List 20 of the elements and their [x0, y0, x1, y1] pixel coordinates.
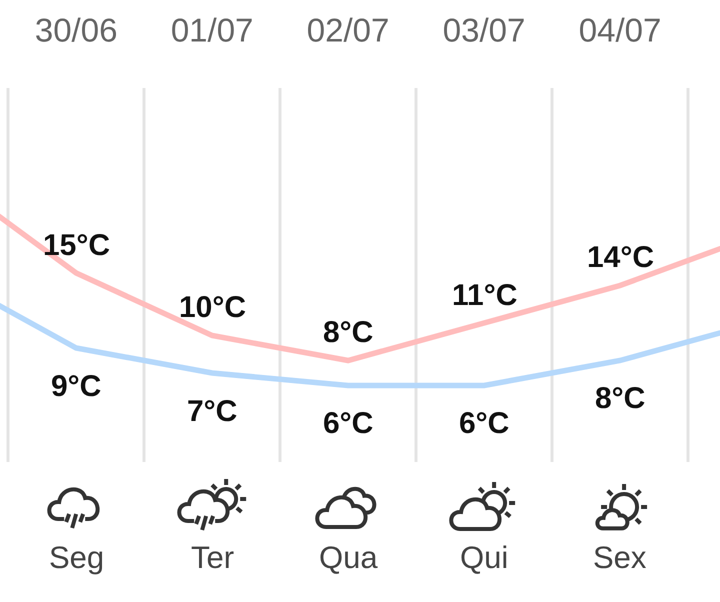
data-label: 14°C: [587, 241, 654, 274]
text: Sex: [593, 540, 647, 575]
x-tick-label: 01/07: [170, 11, 254, 48]
data-label: 8°C: [323, 316, 374, 349]
data-label: 7°C: [187, 395, 238, 428]
x-tick-label: 03/07: [442, 11, 526, 48]
data-label: 15°C: [43, 229, 110, 262]
text: Qua: [319, 540, 378, 575]
data-label: 10°C: [179, 291, 246, 324]
text: Seg: [49, 540, 104, 575]
data-label: 8°C: [595, 382, 646, 415]
data-label: 11°C: [452, 279, 518, 312]
text: Qui: [460, 540, 508, 575]
x-tick-label: 04/07: [578, 11, 662, 48]
x-tick-label: 02/07: [306, 11, 390, 48]
data-label: 6°C: [323, 407, 374, 440]
data-label: 9°C: [51, 370, 102, 403]
x-tick-label: 30/06: [34, 11, 118, 48]
data-label: 6°C: [459, 407, 510, 440]
text: Ter: [191, 540, 234, 575]
